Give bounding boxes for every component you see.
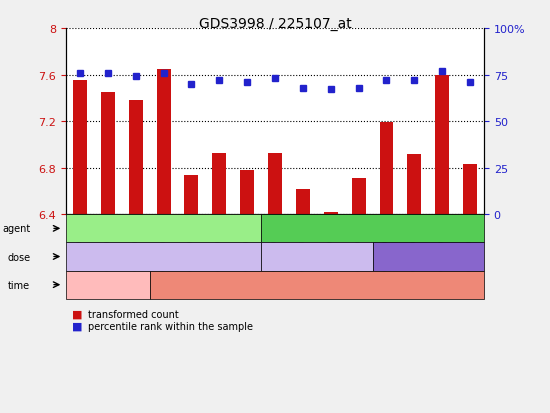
Text: control: control [144, 252, 183, 262]
Text: ■: ■ [72, 309, 82, 319]
Text: 0 hrs: 0 hrs [94, 280, 122, 290]
Bar [73, 81, 87, 215]
Bar [101, 93, 115, 215]
Bar [351, 179, 366, 215]
Bar [240, 171, 254, 215]
Text: ■: ■ [72, 321, 82, 331]
Bar [268, 153, 282, 215]
Text: 0.1 μM: 0.1 μM [298, 252, 336, 262]
Bar [408, 154, 421, 215]
Bar [157, 69, 170, 215]
Bar [379, 123, 393, 215]
Bar [296, 189, 310, 215]
Text: untreated: untreated [136, 224, 191, 234]
Text: agent: agent [2, 224, 30, 234]
Text: transformed count: transformed count [88, 309, 179, 319]
Text: 6 hrs: 6 hrs [303, 280, 331, 290]
Bar [212, 153, 226, 215]
Text: dose: dose [7, 252, 30, 262]
Text: time: time [8, 280, 30, 290]
Text: VX: VX [365, 224, 380, 234]
Bar [129, 101, 142, 215]
Bar [184, 175, 199, 215]
Text: percentile rank within the sample: percentile rank within the sample [88, 321, 253, 331]
Bar [463, 165, 477, 215]
Text: GDS3998 / 225107_at: GDS3998 / 225107_at [199, 17, 351, 31]
Bar [435, 75, 449, 215]
Bar [324, 212, 338, 215]
Text: 10 μM: 10 μM [411, 252, 446, 262]
